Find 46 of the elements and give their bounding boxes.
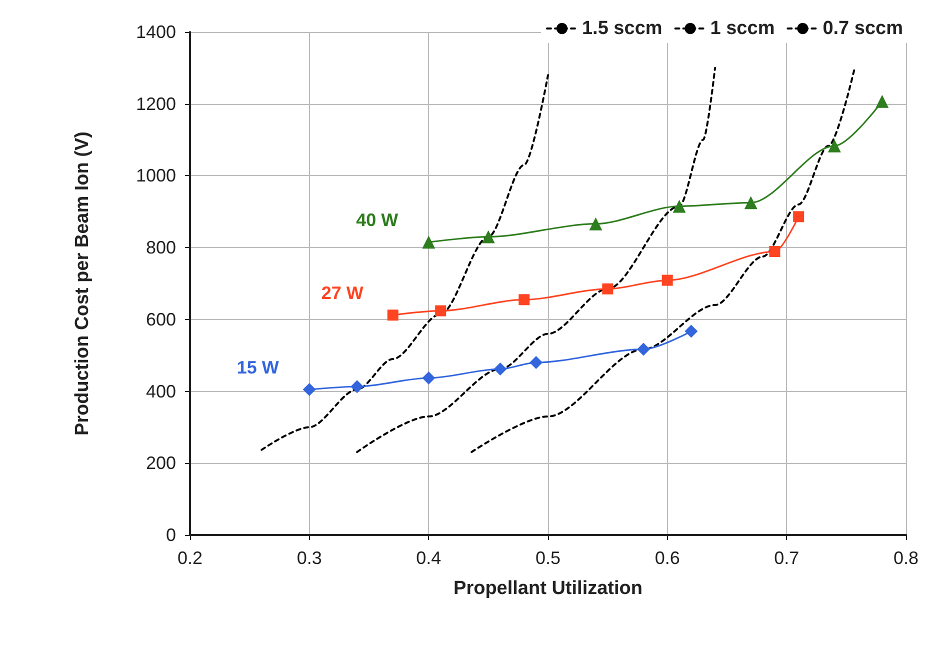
line-series — [470, 66, 856, 454]
point — [744, 196, 758, 210]
y-tick-label: 1000 — [136, 166, 176, 186]
y-tick-label: 800 — [146, 238, 176, 258]
series-label: 27 W — [321, 283, 364, 304]
point — [636, 342, 650, 356]
point — [435, 305, 446, 316]
x-axis-title: Propellant Utilization — [454, 578, 642, 599]
point — [518, 294, 530, 306]
series-label: 40 W — [356, 210, 398, 230]
line-series — [260, 74, 549, 451]
point — [422, 236, 436, 249]
point — [530, 356, 543, 370]
y-tick-label: 400 — [146, 381, 176, 402]
x-tick-label: 0.8 — [893, 548, 919, 568]
x-tick-label: 0.7 — [774, 548, 800, 568]
x-tick-label: 0.4 — [416, 548, 442, 568]
y-tick-label: 1200 — [136, 94, 176, 114]
point — [793, 211, 804, 222]
legend-label: 1.5 sccm — [582, 18, 662, 39]
x-tick-label: 0.2 — [177, 548, 203, 568]
point — [350, 380, 364, 394]
y-tick-label: 1400 — [136, 22, 176, 42]
x-tick-label: 0.6 — [654, 548, 680, 568]
point — [589, 217, 602, 230]
point — [828, 139, 841, 152]
y-axis-title: Production Cost per Beam Ion (V) — [72, 131, 93, 436]
point — [302, 382, 316, 396]
point — [602, 283, 614, 294]
point — [387, 310, 398, 321]
series-label: 15 W — [236, 357, 279, 378]
point — [876, 94, 889, 108]
x-tick-label: 0.3 — [296, 548, 322, 568]
legend-label: 1 sccm — [710, 18, 775, 39]
point — [662, 274, 673, 286]
point — [769, 246, 780, 258]
point — [494, 362, 507, 376]
point — [672, 200, 686, 213]
y-tick-label: 0 — [166, 525, 176, 545]
point — [684, 324, 698, 338]
point — [482, 230, 495, 244]
point — [422, 371, 436, 384]
x-tick-label: 0.5 — [535, 548, 561, 568]
y-tick-label: 200 — [146, 453, 176, 474]
y-tick-label: 600 — [146, 309, 176, 330]
legend-label: 0.7 sccm — [822, 18, 904, 39]
